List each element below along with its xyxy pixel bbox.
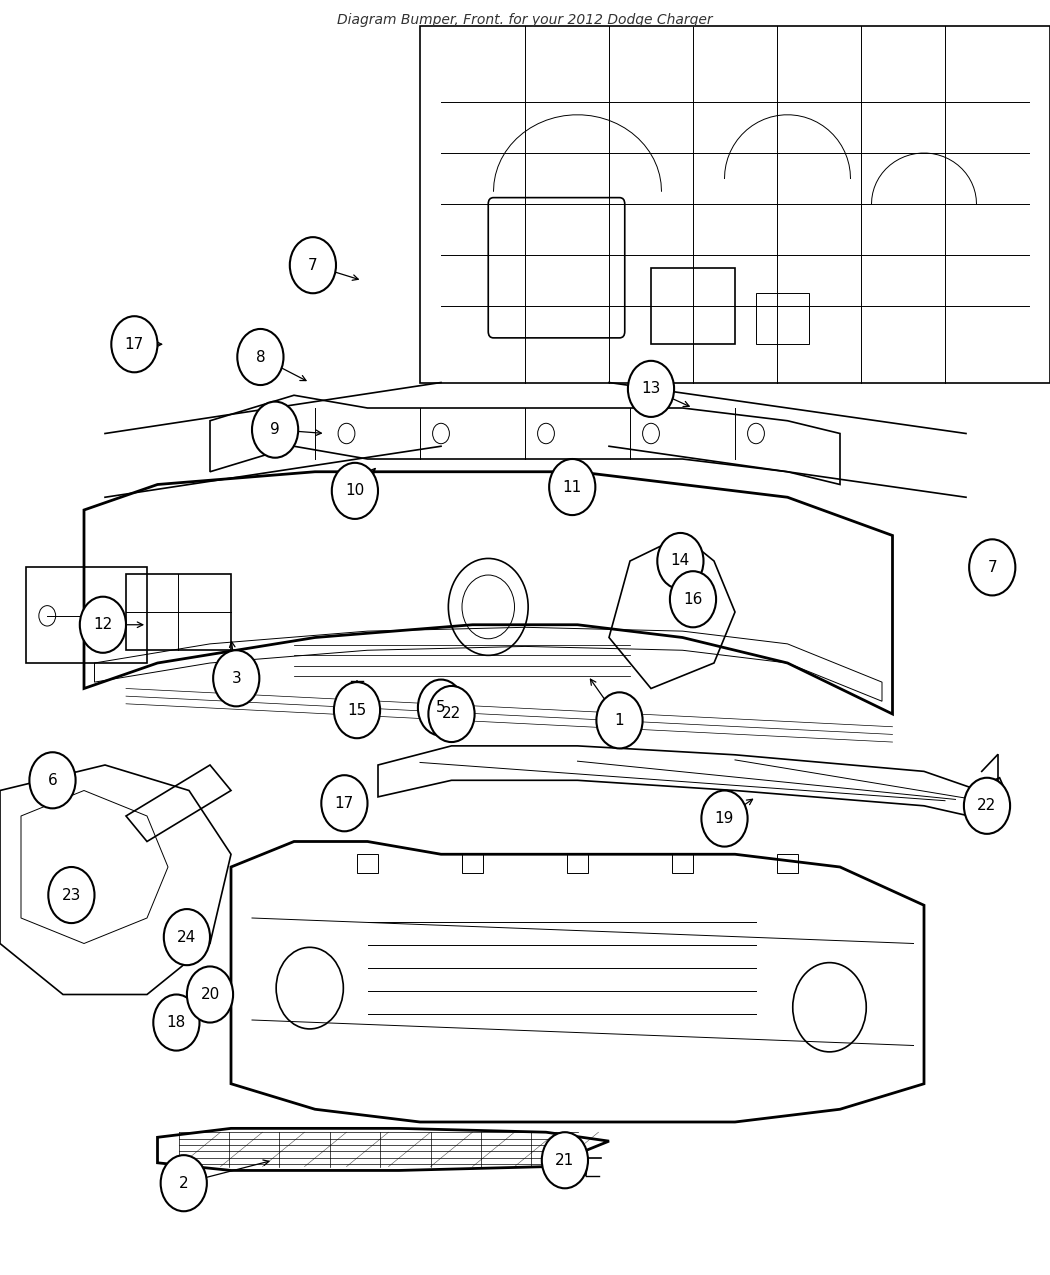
Bar xyxy=(756,293,808,344)
Text: 17: 17 xyxy=(125,337,144,352)
Circle shape xyxy=(538,423,554,444)
Text: 5: 5 xyxy=(436,700,446,715)
Text: 11: 11 xyxy=(563,479,582,495)
Text: 8: 8 xyxy=(255,349,266,365)
Text: 20: 20 xyxy=(201,987,219,1002)
Circle shape xyxy=(334,682,380,738)
Bar xyxy=(777,854,798,873)
Circle shape xyxy=(29,752,76,808)
Circle shape xyxy=(969,539,1015,595)
Bar xyxy=(26,567,147,663)
Text: 18: 18 xyxy=(167,1015,186,1030)
Circle shape xyxy=(187,966,233,1023)
Circle shape xyxy=(596,692,643,748)
Text: Diagram Bumper, Front. for your 2012 Dodge Charger: Diagram Bumper, Front. for your 2012 Dod… xyxy=(337,13,713,27)
Text: 13: 13 xyxy=(642,381,660,397)
Circle shape xyxy=(748,423,764,444)
Bar xyxy=(567,854,588,873)
Circle shape xyxy=(252,402,298,458)
Circle shape xyxy=(213,650,259,706)
Bar xyxy=(651,268,735,344)
Circle shape xyxy=(428,686,475,742)
Text: 19: 19 xyxy=(715,811,734,826)
Text: 3: 3 xyxy=(231,671,242,686)
Text: 2: 2 xyxy=(178,1176,189,1191)
Text: 7: 7 xyxy=(308,258,318,273)
Bar xyxy=(672,854,693,873)
Text: 22: 22 xyxy=(978,798,996,813)
Circle shape xyxy=(290,237,336,293)
Circle shape xyxy=(48,867,94,923)
Circle shape xyxy=(657,533,704,589)
Circle shape xyxy=(161,1155,207,1211)
Bar xyxy=(462,854,483,873)
Text: 12: 12 xyxy=(93,617,112,632)
Text: 21: 21 xyxy=(555,1153,574,1168)
Circle shape xyxy=(549,459,595,515)
Circle shape xyxy=(153,994,200,1051)
Circle shape xyxy=(433,423,449,444)
Circle shape xyxy=(964,778,1010,834)
Circle shape xyxy=(701,790,748,847)
Text: 7: 7 xyxy=(987,560,998,575)
Circle shape xyxy=(670,571,716,627)
Circle shape xyxy=(237,329,284,385)
Circle shape xyxy=(628,361,674,417)
Circle shape xyxy=(338,423,355,444)
Circle shape xyxy=(80,597,126,653)
Text: 24: 24 xyxy=(177,929,196,945)
Circle shape xyxy=(418,680,464,736)
Text: 14: 14 xyxy=(671,553,690,569)
Text: 16: 16 xyxy=(684,592,702,607)
Text: 15: 15 xyxy=(348,703,366,718)
Circle shape xyxy=(321,775,368,831)
Text: 22: 22 xyxy=(442,706,461,722)
Text: 17: 17 xyxy=(335,796,354,811)
Text: 1: 1 xyxy=(614,713,625,728)
Circle shape xyxy=(332,463,378,519)
Circle shape xyxy=(111,316,158,372)
Circle shape xyxy=(164,909,210,965)
Circle shape xyxy=(542,1132,588,1188)
Text: 6: 6 xyxy=(47,773,58,788)
Bar xyxy=(126,574,231,650)
Text: 10: 10 xyxy=(345,483,364,499)
Text: 9: 9 xyxy=(270,422,280,437)
Bar xyxy=(357,854,378,873)
Text: 23: 23 xyxy=(62,887,81,903)
Circle shape xyxy=(643,423,659,444)
